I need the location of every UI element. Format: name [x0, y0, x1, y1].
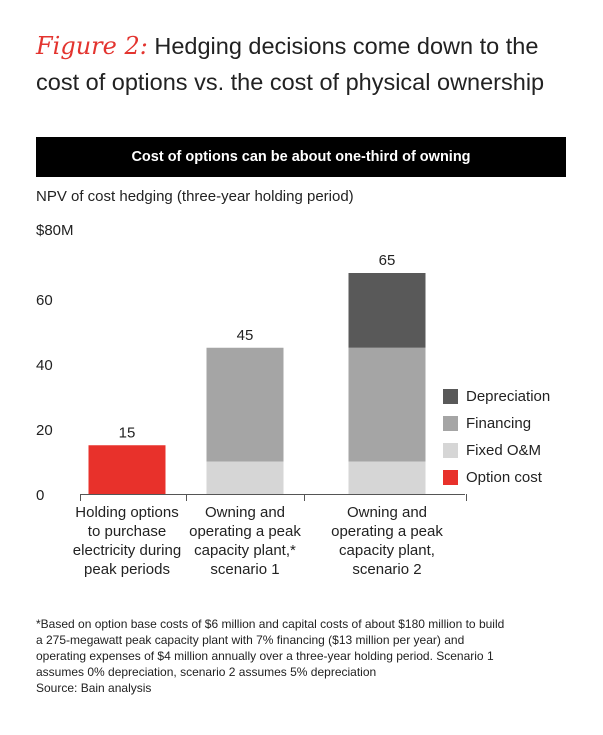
legend-item: Option cost	[443, 464, 550, 491]
y-tick-label: 0	[36, 487, 44, 504]
category-label: Owning and operating a peak capacity plant…	[322, 503, 452, 579]
chart-legend: Depreciation Financing Fixed O&M Option cos…	[443, 383, 550, 491]
chart-subtitle: NPV of cost hedging (three-year holding …	[36, 188, 354, 205]
legend-label: Option cost	[466, 469, 542, 486]
chart-banner: Cost of options can be about one-third o…	[36, 137, 566, 177]
legend-swatch	[443, 470, 458, 485]
legend-swatch	[443, 416, 458, 431]
bar-segment	[348, 273, 426, 348]
legend-item: Financing	[443, 410, 550, 437]
figure-label: Figure 2:	[36, 32, 148, 60]
y-tick-label: 20	[36, 422, 53, 439]
y-tick-label: 40	[36, 357, 53, 374]
footnote-line: assumes 0% depreciation, scenario 2 assu…	[36, 665, 377, 679]
bar-segment	[206, 461, 284, 494]
bar-total-label: 65	[379, 252, 396, 269]
bar-segment	[206, 347, 284, 462]
category-label-line: scenario 2	[352, 561, 422, 578]
legend-item: Depreciation	[443, 383, 550, 410]
bar-total-label: 15	[119, 424, 136, 441]
footnote-line: *Based on option base costs of $6 millio…	[36, 617, 505, 631]
category-label: Owning and operating a peak capacity plant…	[180, 503, 310, 579]
legend-label: Fixed O&M	[466, 442, 542, 459]
bar-total-label: 45	[237, 327, 254, 344]
legend-swatch	[443, 443, 458, 458]
category-label-line: to purchase	[87, 523, 167, 540]
bar-segment	[348, 461, 426, 494]
legend-label: Depreciation	[466, 388, 551, 405]
category-label-line: electricity during	[72, 542, 182, 559]
category-label-line: operating a peak	[331, 523, 443, 540]
bar-segment	[348, 347, 426, 462]
y-axis-unit-label: $80M	[36, 222, 74, 239]
footnote-source: Source: Bain analysis	[36, 681, 152, 695]
category-label-line: operating a peak	[189, 523, 301, 540]
category-label-line: capacity plant,	[339, 542, 435, 559]
category-label-line: Owning and	[346, 504, 428, 521]
legend-swatch	[443, 389, 458, 404]
footnote-line: operating expenses of $4 million annuall…	[36, 649, 494, 663]
category-label: Holding options to purchase electricity du…	[62, 503, 192, 579]
y-tick-label: 60	[36, 292, 53, 309]
figure-title-text: Hedging decisions come down to the cost …	[36, 33, 545, 95]
category-label-line: Holding options	[75, 504, 179, 521]
category-label-line: peak periods	[84, 561, 170, 578]
bar-segment	[88, 445, 166, 494]
figure-title: Figure 2: Hedging decisions come down to…	[36, 28, 576, 100]
category-label-line: capacity plant,*	[194, 542, 296, 559]
footnote: *Based on option base costs of $6 millio…	[36, 616, 576, 696]
category-label-line: Owning and	[204, 504, 286, 521]
legend-label: Financing	[466, 415, 532, 432]
legend-item: Fixed O&M	[443, 437, 550, 464]
footnote-line: a 275-megawatt peak capacity plant with …	[36, 633, 465, 647]
category-label-line: scenario 1	[210, 561, 280, 578]
